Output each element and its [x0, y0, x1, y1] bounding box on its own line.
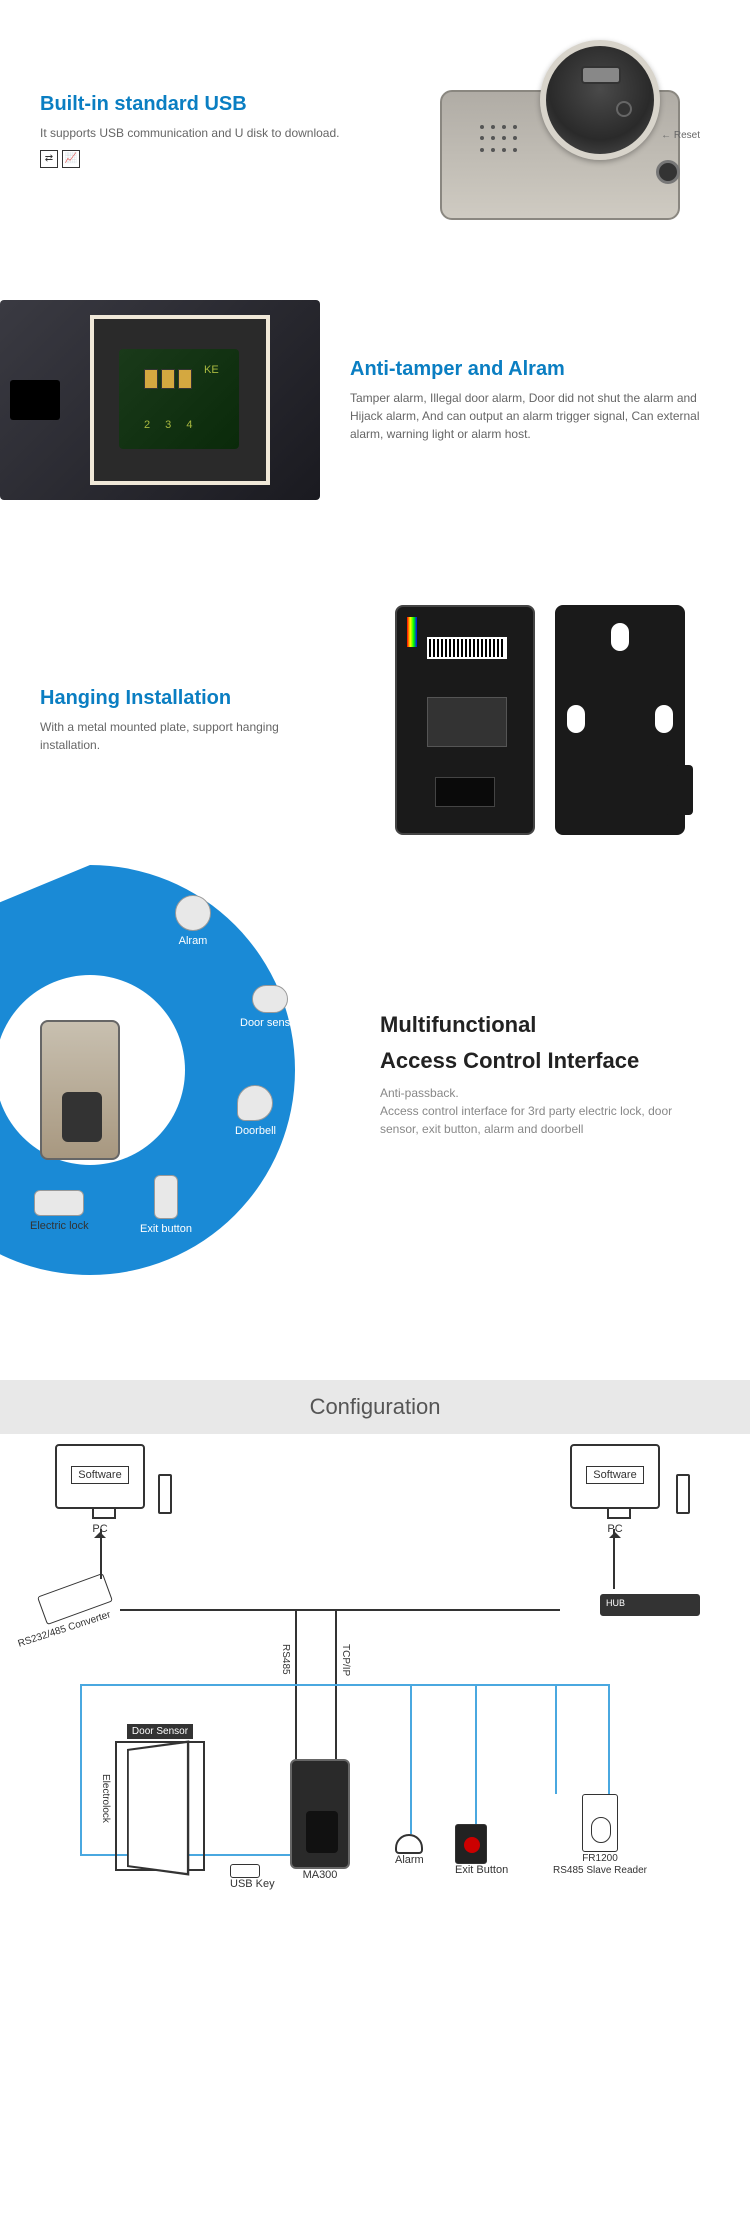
node-slave: FR1200 RS485 Slave Reader — [540, 1794, 660, 1876]
hanging-heading: Hanging Installation — [40, 687, 340, 710]
reset-label: ← Reset — [661, 130, 700, 141]
node-exit: Exit Button — [455, 1824, 508, 1876]
exit-icon — [154, 1175, 178, 1219]
usb-device-image: ← Reset — [410, 40, 710, 220]
usb-heading: Built-in standard USB — [40, 93, 380, 116]
tamper-image: KE 2 3 4 — [0, 300, 320, 500]
lock-icon — [34, 1190, 84, 1216]
node-pc-left: Software PC — [55, 1444, 145, 1535]
exit-cfg-label: Exit Button — [455, 1864, 508, 1876]
slave-label: FR1200 RS485 Slave Reader — [553, 1853, 647, 1876]
config-diagram: Software PC Software PC RS232/485 Conver… — [0, 1434, 750, 1994]
hub-label: HUB — [606, 1598, 625, 1608]
rs485-label: RS485 — [280, 1644, 291, 1675]
arc-alarm-label: Alram — [179, 935, 208, 947]
interface-text: Multifunctional Access Control Interface… — [380, 1012, 710, 1139]
tamper-heading: Anti-tamper and Alram — [350, 358, 710, 381]
node-ma300: MA300 — [290, 1759, 350, 1881]
alarm-cfg-label: Alarm — [395, 1854, 424, 1866]
usb-icon-transfer: ⇄ — [40, 150, 58, 168]
doorsensor-cfg-label: Door Sensor — [127, 1724, 193, 1739]
node-alarm: Alarm — [395, 1834, 424, 1866]
tamper-text: Anti-tamper and Alram Tamper alarm, Ille… — [350, 358, 710, 443]
usbkey-label: USB Key — [230, 1878, 275, 1890]
hanging-desc: With a metal mounted plate, support hang… — [40, 718, 340, 754]
section-interface: Alram Door sensor Doorbell Exit button E… — [0, 860, 750, 1320]
arc-exit: Exit button — [140, 1175, 192, 1235]
pc-tower-r — [676, 1474, 690, 1514]
arc-lock: Electric lock — [30, 1190, 89, 1232]
interface-desc: Access control interface for 3rd party e… — [380, 1102, 710, 1138]
arc-exit-label: Exit button — [140, 1223, 192, 1235]
hanging-text: Hanging Installation With a metal mounte… — [40, 687, 340, 754]
node-pc-right: Software PC — [570, 1444, 660, 1535]
usb-icons: ⇄ 📈 — [40, 150, 380, 168]
usb-icon-chart: 📈 — [62, 150, 80, 168]
arc-doorbell: Doorbell — [235, 1085, 276, 1137]
interface-heading1: Multifunctional — [380, 1012, 710, 1038]
arc-alarm: Alram — [175, 895, 211, 947]
usb-desc: It supports USB communication and U disk… — [40, 124, 380, 142]
software-label-l: Software — [71, 1466, 128, 1484]
center-device-icon — [40, 1020, 120, 1160]
pc-tower-l — [158, 1474, 172, 1514]
arc-doorsensor: Door sensor — [240, 985, 300, 1029]
sensor-icon — [252, 985, 288, 1013]
usb-text: Built-in standard USB It supports USB co… — [40, 93, 380, 168]
section-tamper: KE 2 3 4 Anti-tamper and Alram Tamper al… — [0, 240, 750, 520]
section-usb: Built-in standard USB It supports USB co… — [0, 0, 750, 240]
node-hub: HUB — [600, 1594, 700, 1616]
node-usbkey: USB Key — [230, 1864, 275, 1890]
ma300-label: MA300 — [303, 1869, 338, 1881]
arc-doorsensor-label: Door sensor — [240, 1017, 300, 1029]
horn-icon — [175, 895, 211, 931]
software-label-r: Software — [586, 1466, 643, 1484]
tcpip-label: TCP/IP — [340, 1644, 351, 1676]
interface-sub: Anti-passback. — [380, 1084, 710, 1102]
arc-doorbell-label: Doorbell — [235, 1125, 276, 1137]
doorbell-icon — [237, 1085, 273, 1121]
node-door: Door Sensor — [115, 1724, 205, 1871]
arc-diagram: Alram Door sensor Doorbell Exit button E… — [0, 890, 360, 1260]
interface-heading2: Access Control Interface — [380, 1048, 710, 1074]
electrolock-label: Electrolock — [100, 1774, 111, 1823]
config-title: Configuration — [0, 1380, 750, 1434]
arc-lock-label: Electric lock — [30, 1220, 89, 1232]
section-hanging: Hanging Installation With a metal mounte… — [0, 520, 750, 860]
hanging-image — [370, 600, 710, 840]
tamper-desc: Tamper alarm, Illegal door alarm, Door d… — [350, 389, 710, 443]
